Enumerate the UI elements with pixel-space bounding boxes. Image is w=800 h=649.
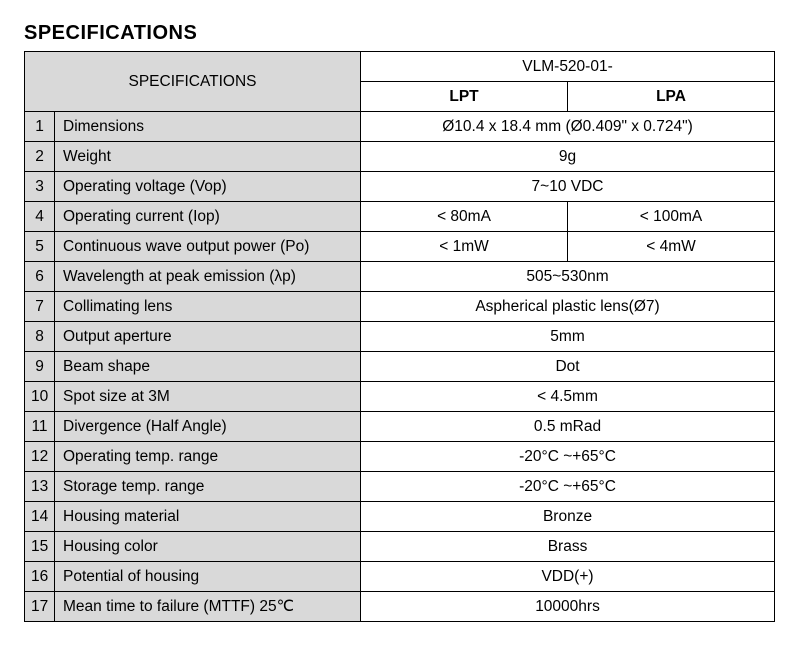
row-value-lpt: < 80mA — [361, 202, 568, 232]
row-value: Ø10.4 x 18.4 mm (Ø0.409" x 0.724") — [361, 112, 775, 142]
row-number: 1 — [25, 112, 55, 142]
table-row: 8Output aperture5mm — [25, 322, 775, 352]
row-value: -20°C ~+65°C — [361, 472, 775, 502]
row-value: Brass — [361, 532, 775, 562]
row-value-lpa: < 100mA — [568, 202, 775, 232]
table-row: 12Operating temp. range-20°C ~+65°C — [25, 442, 775, 472]
header-spec-label: SPECIFICATIONS — [25, 52, 361, 112]
header-model-prefix: VLM-520-01- — [361, 52, 775, 82]
table-row: 7Collimating lensAspherical plastic lens… — [25, 292, 775, 322]
specifications-table: SPECIFICATIONSVLM-520-01-LPTLPA1Dimensio… — [24, 51, 775, 622]
row-label: Beam shape — [55, 352, 361, 382]
row-label: Output aperture — [55, 322, 361, 352]
row-value: 0.5 mRad — [361, 412, 775, 442]
row-label: Storage temp. range — [55, 472, 361, 502]
row-number: 10 — [25, 382, 55, 412]
table-row: 4Operating current (Iop)< 80mA< 100mA — [25, 202, 775, 232]
row-number: 4 — [25, 202, 55, 232]
row-value-lpa: < 4mW — [568, 232, 775, 262]
row-label: Mean time to failure (MTTF) 25℃ — [55, 592, 361, 622]
row-value: < 4.5mm — [361, 382, 775, 412]
row-number: 15 — [25, 532, 55, 562]
row-value: 9g — [361, 142, 775, 172]
row-value: 7~10 VDC — [361, 172, 775, 202]
row-label: Wavelength at peak emission (λp) — [55, 262, 361, 292]
row-label: Operating voltage (Vop) — [55, 172, 361, 202]
row-number: 3 — [25, 172, 55, 202]
header-variant-lpa: LPA — [568, 82, 775, 112]
row-value: Aspherical plastic lens(Ø7) — [361, 292, 775, 322]
row-number: 17 — [25, 592, 55, 622]
table-row: 1DimensionsØ10.4 x 18.4 mm (Ø0.409" x 0.… — [25, 112, 775, 142]
row-value: VDD(+) — [361, 562, 775, 592]
row-value: 505~530nm — [361, 262, 775, 292]
row-label: Spot size at 3M — [55, 382, 361, 412]
row-number: 13 — [25, 472, 55, 502]
table-row: 11Divergence (Half Angle)0.5 mRad — [25, 412, 775, 442]
row-label: Continuous wave output power (Po) — [55, 232, 361, 262]
table-row: 5Continuous wave output power (Po)< 1mW<… — [25, 232, 775, 262]
row-label: Housing color — [55, 532, 361, 562]
page-title: SPECIFICATIONS — [24, 22, 776, 45]
row-value-lpt: < 1mW — [361, 232, 568, 262]
row-number: 7 — [25, 292, 55, 322]
row-label: Operating temp. range — [55, 442, 361, 472]
row-number: 8 — [25, 322, 55, 352]
row-value: 10000hrs — [361, 592, 775, 622]
row-number: 9 — [25, 352, 55, 382]
row-label: Dimensions — [55, 112, 361, 142]
row-value: Dot — [361, 352, 775, 382]
row-number: 11 — [25, 412, 55, 442]
row-label: Operating current (Iop) — [55, 202, 361, 232]
table-row: 10Spot size at 3M< 4.5mm — [25, 382, 775, 412]
table-row: 9Beam shapeDot — [25, 352, 775, 382]
row-label: Collimating lens — [55, 292, 361, 322]
table-row: 14Housing materialBronze — [25, 502, 775, 532]
row-label: Potential of housing — [55, 562, 361, 592]
table-row: 15Housing colorBrass — [25, 532, 775, 562]
row-number: 12 — [25, 442, 55, 472]
row-number: 16 — [25, 562, 55, 592]
row-number: 2 — [25, 142, 55, 172]
header-variant-lpt: LPT — [361, 82, 568, 112]
row-label: Divergence (Half Angle) — [55, 412, 361, 442]
table-row: 13Storage temp. range-20°C ~+65°C — [25, 472, 775, 502]
table-row: 3Operating voltage (Vop)7~10 VDC — [25, 172, 775, 202]
row-label: Housing material — [55, 502, 361, 532]
row-value: Bronze — [361, 502, 775, 532]
table-row: 2Weight9g — [25, 142, 775, 172]
row-value: -20°C ~+65°C — [361, 442, 775, 472]
row-number: 5 — [25, 232, 55, 262]
table-row: 16Potential of housingVDD(+) — [25, 562, 775, 592]
table-row: 17Mean time to failure (MTTF) 25℃10000hr… — [25, 592, 775, 622]
row-label: Weight — [55, 142, 361, 172]
row-number: 14 — [25, 502, 55, 532]
row-value: 5mm — [361, 322, 775, 352]
row-number: 6 — [25, 262, 55, 292]
table-row: 6Wavelength at peak emission (λp)505~530… — [25, 262, 775, 292]
